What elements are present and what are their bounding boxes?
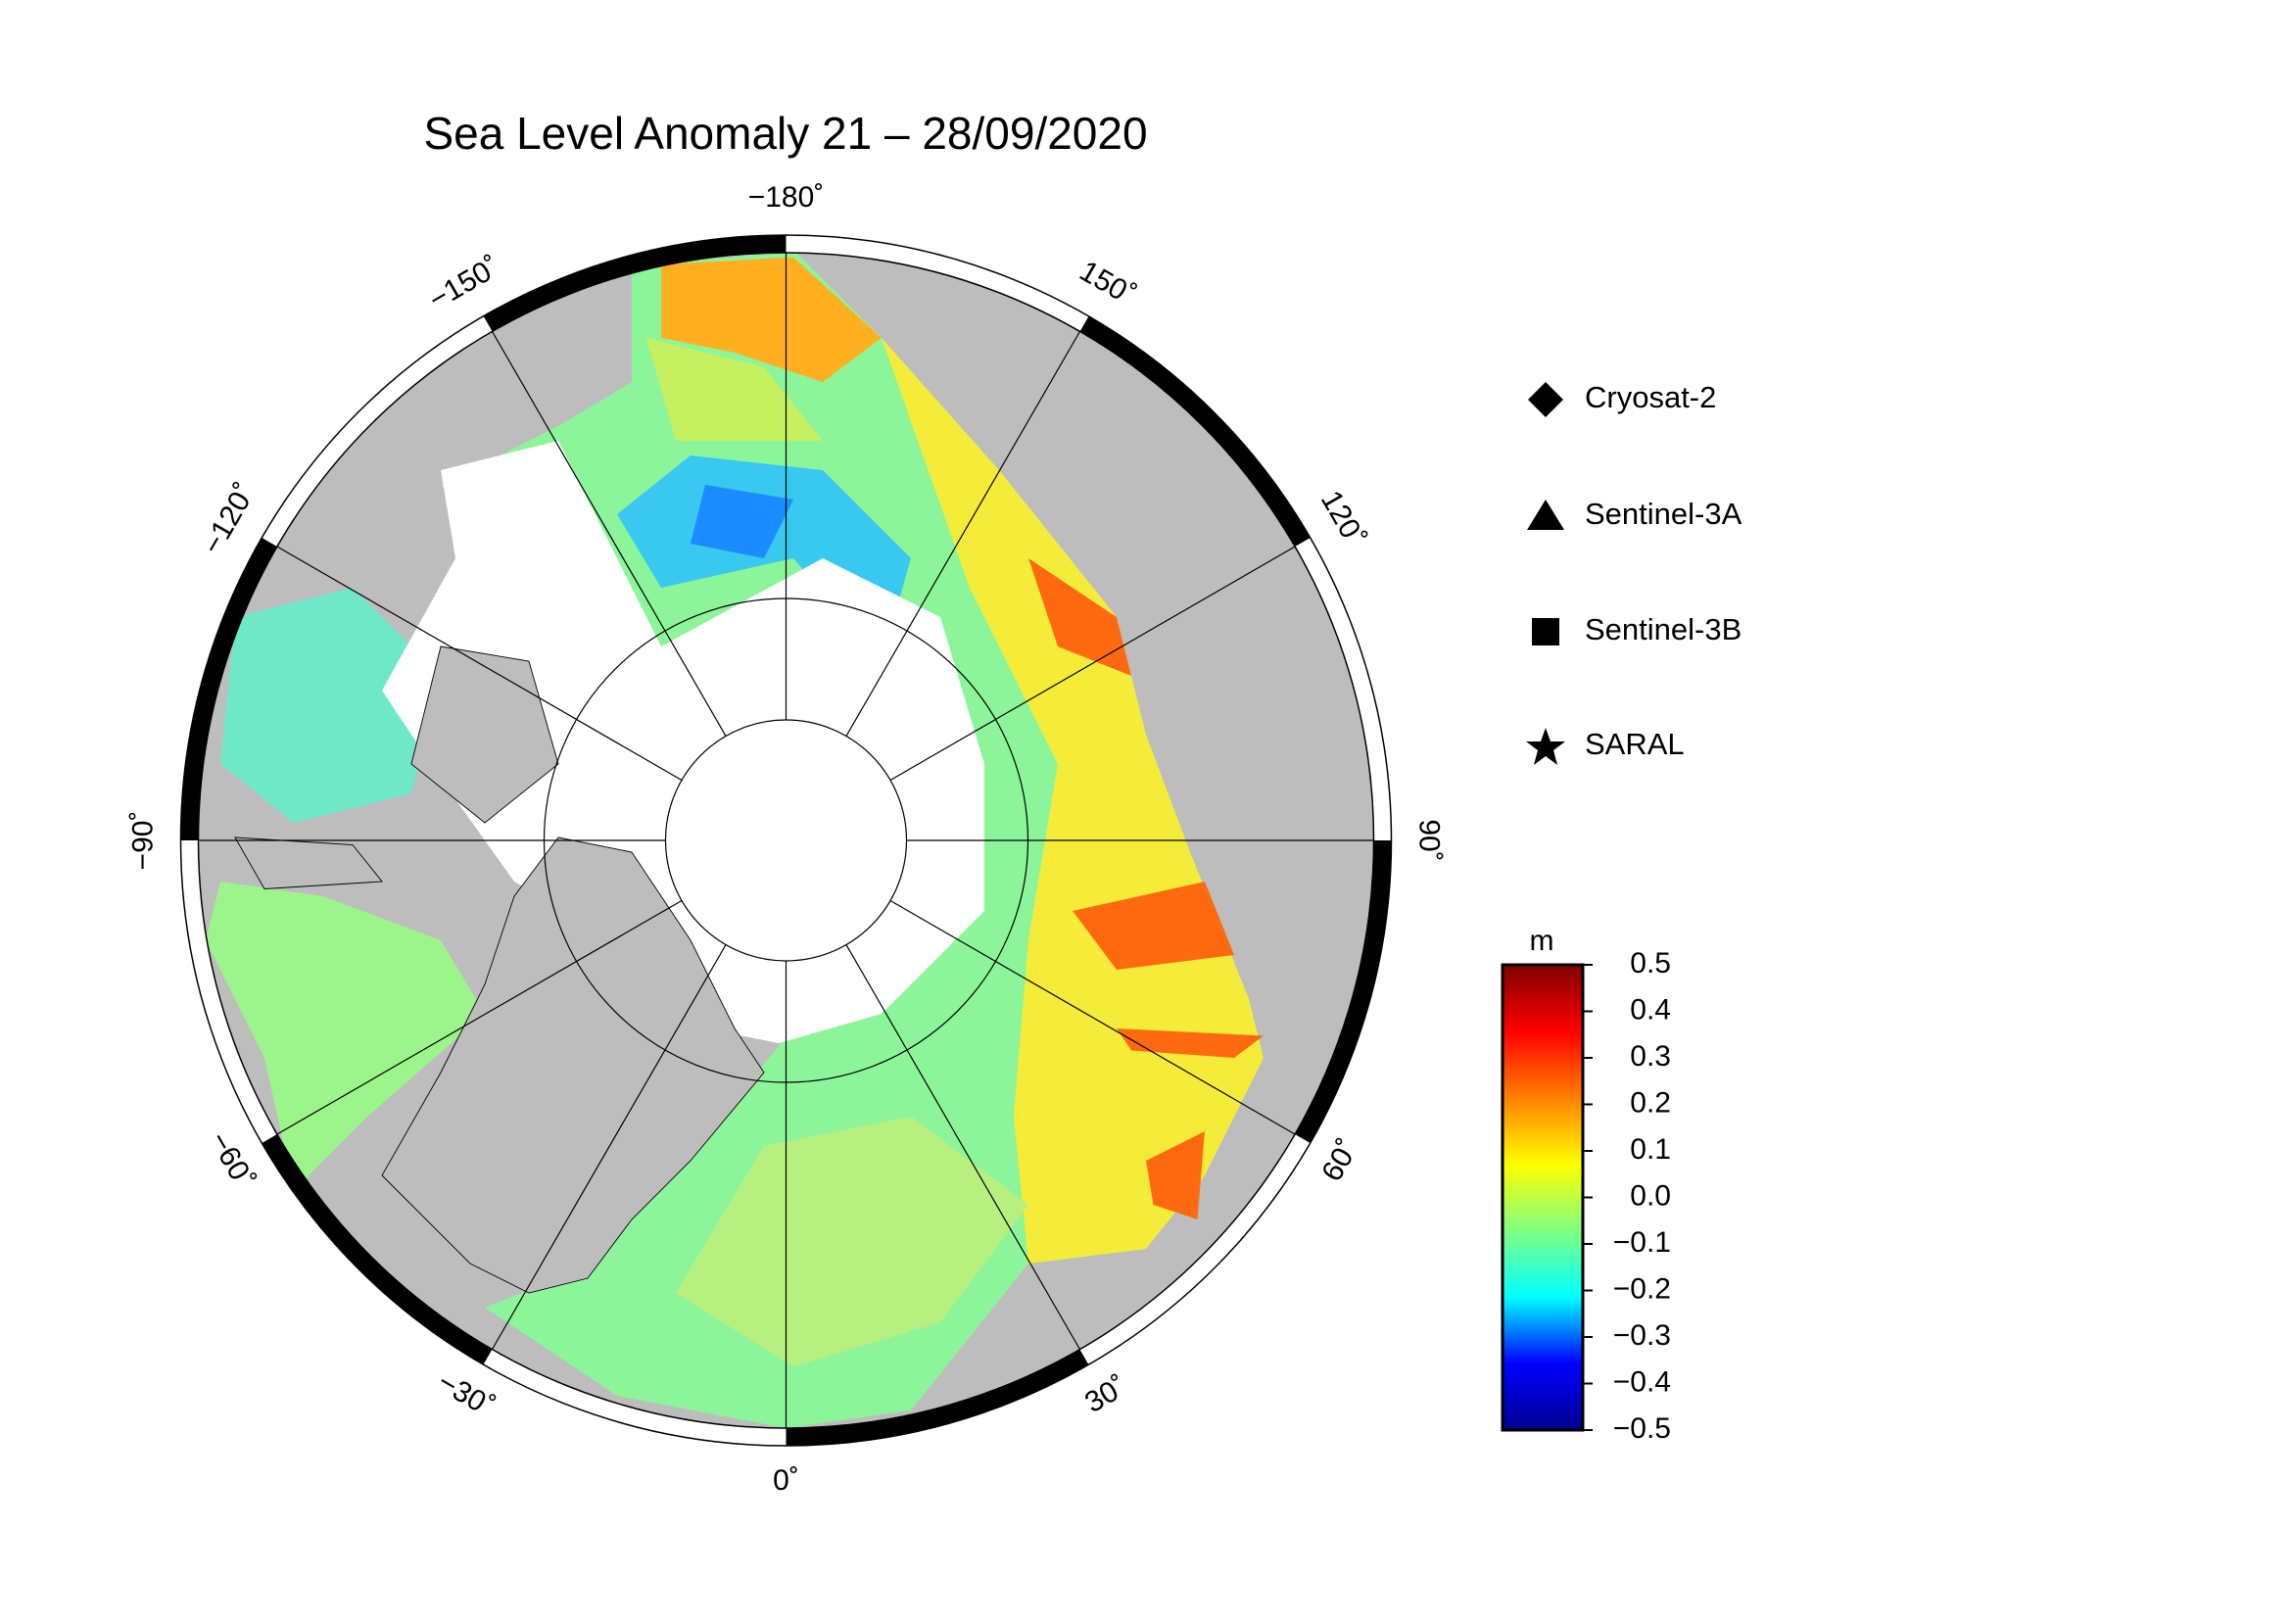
legend-symbol <box>1528 382 1563 417</box>
legend-label: Cryosat-2 <box>1585 380 1716 414</box>
colorbar-unit: m <box>1530 925 1554 957</box>
meridian-label: −180˚ <box>748 181 825 214</box>
meridian-line <box>889 899 1296 1135</box>
colorbar-tick-label: −0.1 <box>1613 1226 1671 1259</box>
colorbar-tick-label: 0.5 <box>1630 947 1671 979</box>
colorbar-tick-label: −0.2 <box>1613 1272 1671 1305</box>
frame-segment <box>262 315 493 548</box>
frame-outline <box>197 252 1375 1429</box>
colorbar-tick-label: −0.4 <box>1613 1365 1671 1398</box>
map-title: Sea Level Anomaly 21 – 28/09/2020 <box>423 108 1147 159</box>
legend-symbol <box>1527 500 1564 530</box>
meridian-label: −150˚ <box>423 251 505 316</box>
colorbar-tick-label: −0.3 <box>1613 1319 1671 1352</box>
legend: Cryosat-2 Sentinel-3A Sentinel-3B SARAL <box>1526 380 1742 765</box>
frame-segment <box>483 235 787 332</box>
legend-label: Sentinel-3A <box>1585 497 1742 531</box>
frame-segment <box>180 538 277 841</box>
meridian-label: 0˚ <box>773 1464 799 1497</box>
meridian-label: 30˚ <box>1079 1370 1132 1419</box>
meridian-label: −30˚ <box>432 1365 500 1423</box>
colorbar-tick-label: 0.3 <box>1630 1040 1671 1073</box>
frame-segment <box>786 235 1089 332</box>
meridian-line <box>491 331 727 737</box>
meridian-line <box>276 899 683 1135</box>
meridian-label: 90˚ <box>1413 819 1446 861</box>
meridian-label: −90˚ <box>126 811 159 871</box>
meridian-label: 150˚ <box>1074 255 1142 312</box>
legend-label: SARAL <box>1585 727 1685 761</box>
meridian-line <box>845 944 1081 1350</box>
frame-segment <box>786 1349 1089 1446</box>
meridian-line <box>845 331 1081 737</box>
meridian-label: 120˚ <box>1314 485 1372 552</box>
meridian-label: −60˚ <box>203 1126 261 1194</box>
colorbar-tick-label: 0.4 <box>1630 993 1671 1026</box>
colorbar <box>1501 963 1585 1432</box>
frame-segment <box>180 839 277 1143</box>
legend-symbol <box>1532 618 1559 645</box>
meridian-label: 60˚ <box>1315 1134 1364 1187</box>
colorbar-tick-label: 0.1 <box>1630 1133 1671 1166</box>
frame-outline <box>179 234 1393 1447</box>
frame-segment <box>1079 1133 1311 1365</box>
frame-segment <box>262 1133 493 1365</box>
meridian-line <box>276 546 683 782</box>
legend-label: Sentinel-3B <box>1585 612 1742 646</box>
colorbar-tick-label: 0.2 <box>1630 1086 1671 1119</box>
legend-symbol <box>1526 728 1565 765</box>
colorbar-tick-label: 0.0 <box>1630 1179 1671 1212</box>
meridian-line <box>491 944 727 1350</box>
meridian-line <box>889 546 1296 782</box>
meridian-label: −120˚ <box>196 478 262 560</box>
frame-segment <box>1079 315 1311 548</box>
map-area <box>198 253 1374 1428</box>
frame-segment <box>1295 839 1392 1143</box>
colorbar-tick-label: −0.5 <box>1613 1412 1671 1445</box>
frame-segment <box>1295 538 1392 841</box>
frame-segment <box>483 1349 787 1446</box>
